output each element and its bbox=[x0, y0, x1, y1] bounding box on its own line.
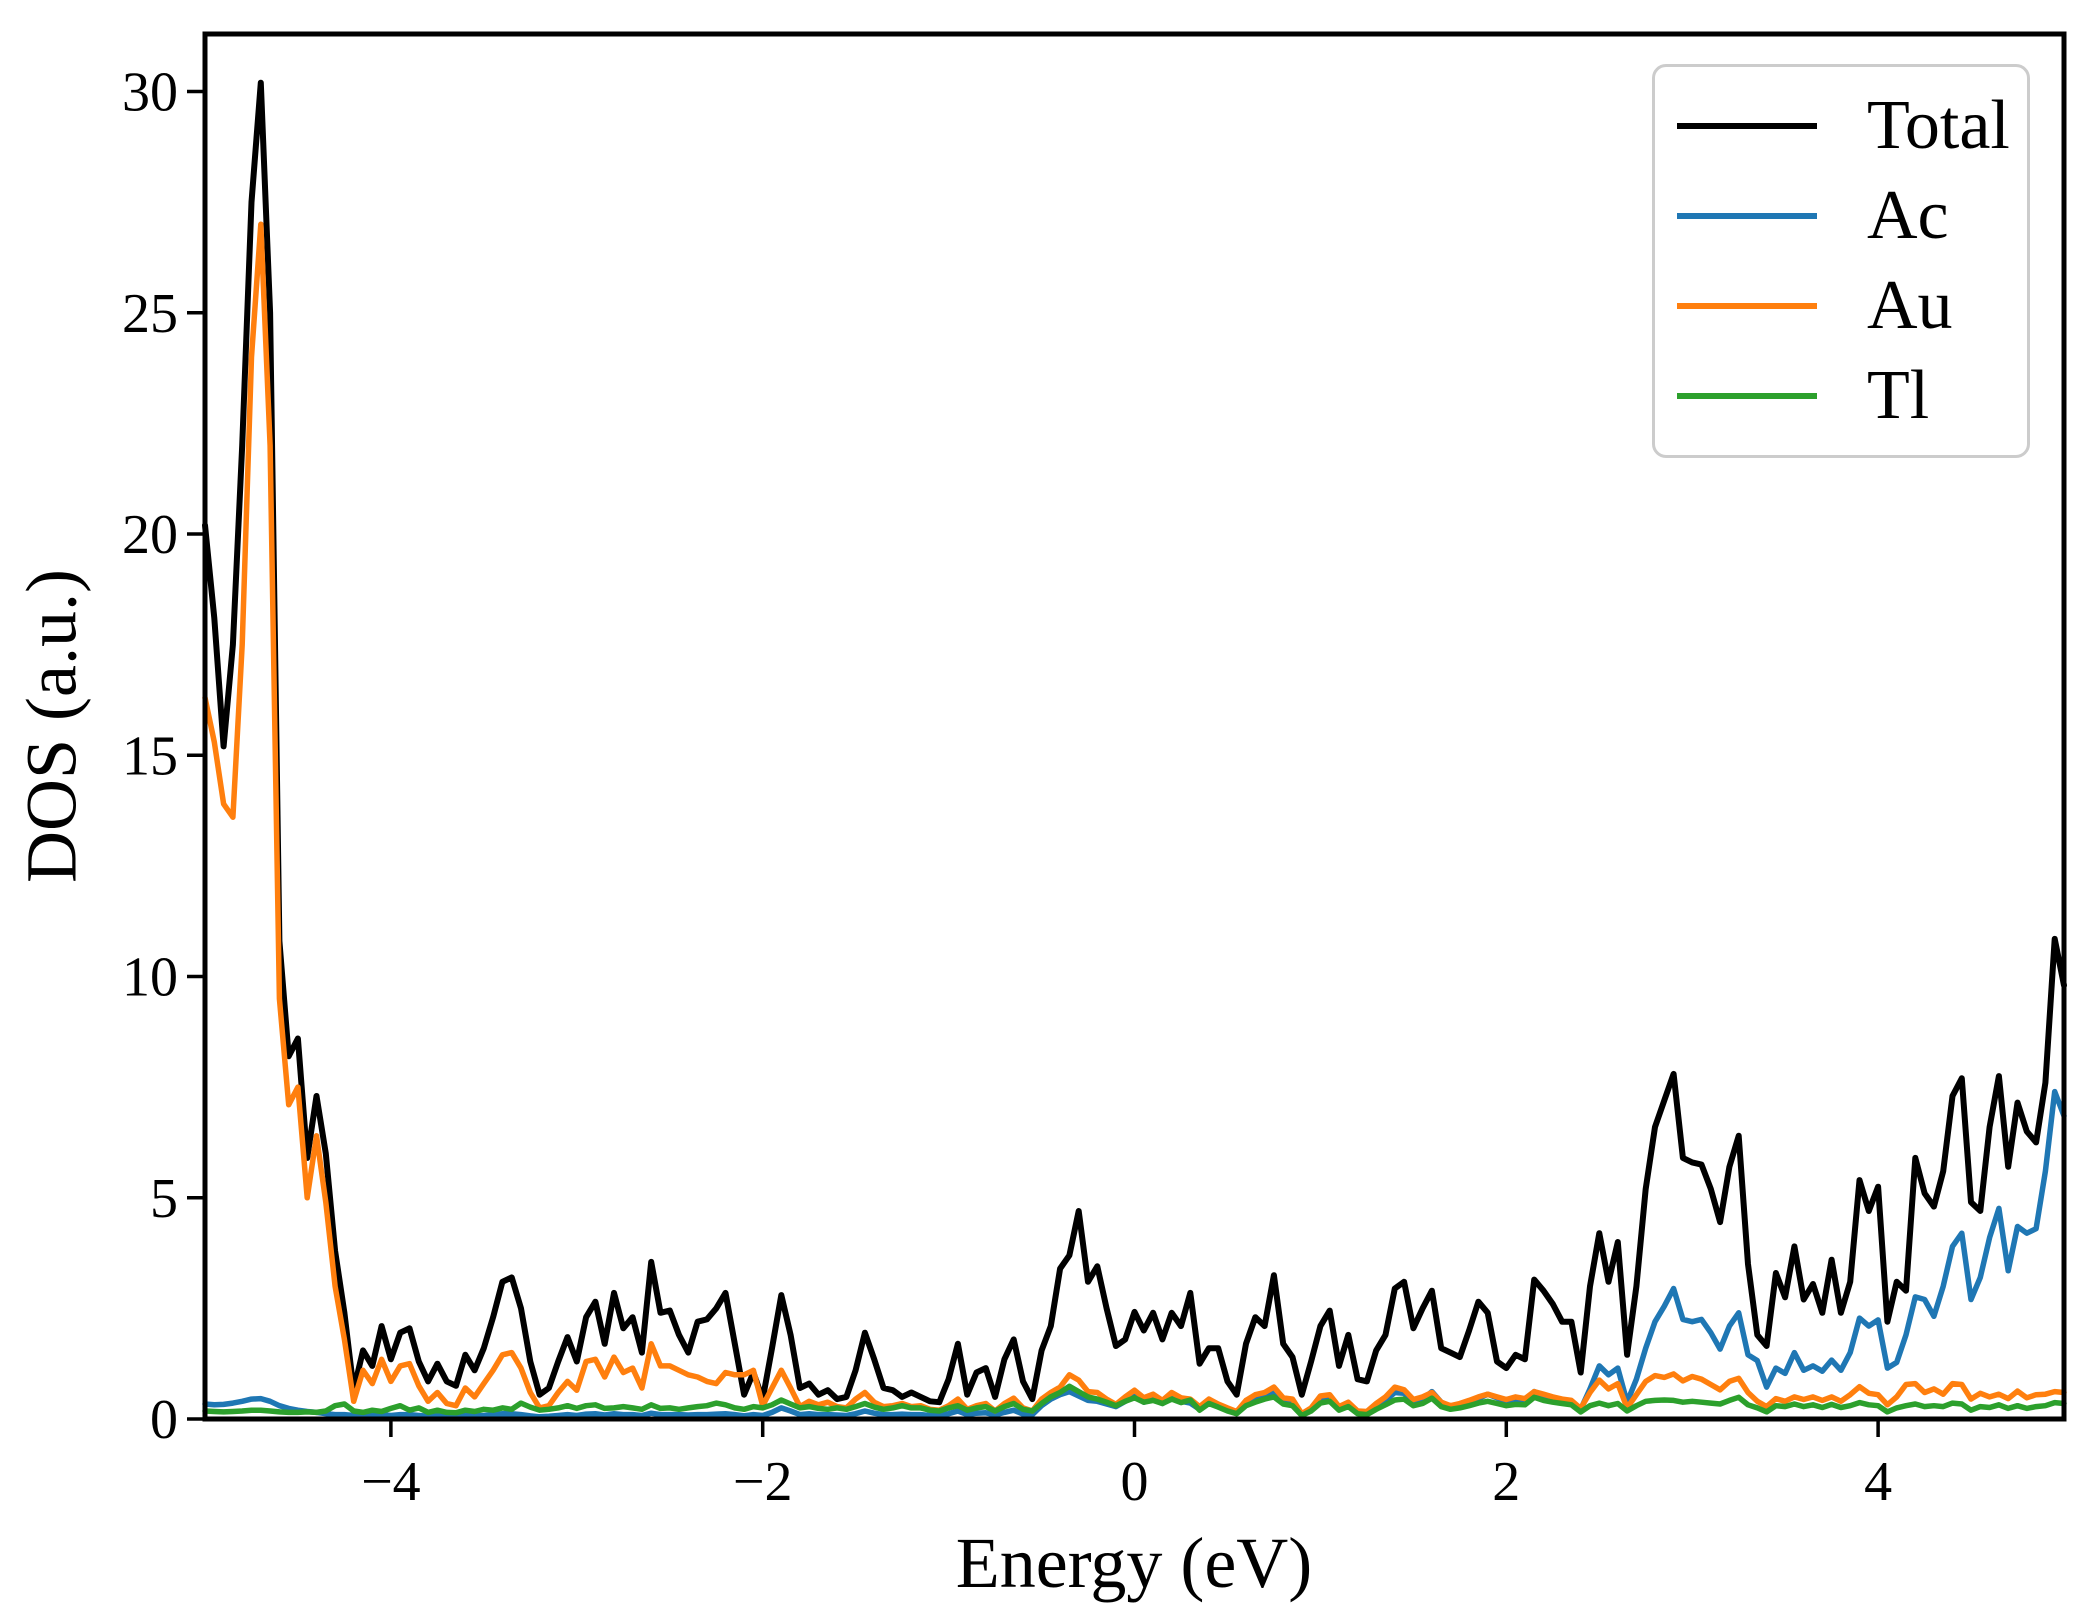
legend-line-swatch bbox=[1677, 123, 1817, 129]
x-tick-label: −2 bbox=[733, 1451, 793, 1513]
y-tick-label: 0 bbox=[150, 1389, 178, 1451]
x-axis-label: Energy (eV) bbox=[955, 1523, 1313, 1603]
legend-item-au: Au bbox=[1677, 271, 2027, 341]
legend-line-swatch bbox=[1677, 393, 1817, 399]
series-line-au bbox=[202, 221, 2067, 1417]
y-tick-label: 15 bbox=[122, 725, 178, 787]
y-axis-label: DOS (a.u.) bbox=[11, 569, 92, 883]
legend-label: Tl bbox=[1867, 357, 1930, 434]
series-line-tl bbox=[202, 1383, 2067, 1419]
y-tick-label: 25 bbox=[122, 283, 178, 345]
x-tick-label: −4 bbox=[361, 1451, 421, 1513]
series-line-ac bbox=[202, 1088, 2067, 1420]
legend-line-swatch bbox=[1677, 213, 1817, 219]
y-tick-label: 30 bbox=[122, 62, 178, 124]
legend-item-ac: Ac bbox=[1677, 181, 2027, 251]
y-tick-label: 10 bbox=[122, 947, 178, 1009]
plot-frame bbox=[202, 31, 2067, 1422]
x-tick-label: 0 bbox=[1121, 1451, 1149, 1513]
legend-item-tl: Tl bbox=[1677, 361, 2027, 431]
legend-label: Au bbox=[1867, 267, 1953, 344]
y-tick-label: 20 bbox=[122, 504, 178, 566]
legend: Total Ac Au Tl bbox=[1652, 64, 2030, 458]
legend-line-swatch bbox=[1677, 303, 1817, 309]
x-tick-label: 4 bbox=[1864, 1451, 1892, 1513]
legend-item-total: Total bbox=[1677, 91, 2027, 161]
legend-label: Total bbox=[1867, 87, 2010, 164]
legend-label: Ac bbox=[1867, 177, 1949, 254]
x-tick-label: 2 bbox=[1492, 1451, 1520, 1513]
y-tick-label: 5 bbox=[150, 1168, 178, 1230]
series-line-total bbox=[202, 79, 2067, 1406]
